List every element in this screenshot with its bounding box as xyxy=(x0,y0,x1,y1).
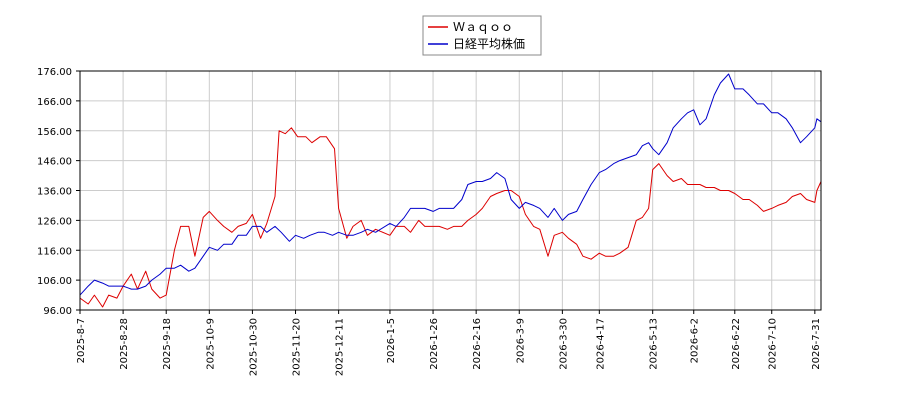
x-tick-label: 2026-1-26 xyxy=(429,318,440,370)
x-tick-label: 2026-7-31 xyxy=(811,318,822,370)
x-tick-label: 2025-8-7 xyxy=(76,318,87,363)
grid xyxy=(79,70,821,311)
y-tick-label: 176.00 xyxy=(37,67,72,78)
x-tick-label: 2026-7-10 xyxy=(768,318,779,370)
y-tick-label: 96.00 xyxy=(43,306,72,317)
x-tick-label: 2026-6-2 xyxy=(690,318,701,363)
series-line-0 xyxy=(79,127,822,308)
x-tick-label: 2025-10-9 xyxy=(205,318,216,370)
y-tick-label: 106.00 xyxy=(37,276,72,287)
y-tick-label: 156.00 xyxy=(37,127,72,138)
x-tick-label: 2026-6-22 xyxy=(731,318,742,370)
y-axis: 96.00 106.00 116.00 126.00 136.00 146.00 156.0… xyxy=(37,67,80,317)
y-tick-label: 166.00 xyxy=(37,97,72,108)
legend-label-nikkei: 日経平均株価 xyxy=(453,36,525,51)
legend-box xyxy=(422,15,542,56)
y-tick-label: 136.00 xyxy=(37,187,72,198)
x-tick-label: 2025-11-20 xyxy=(292,318,303,376)
x-axis: 2025-8-7 2025-8-28 2025-9-18 2025-10-9 2025-… xyxy=(76,310,822,376)
series-layer xyxy=(79,73,822,308)
x-tick-label: 2026-2-16 xyxy=(472,318,483,370)
y-tick-label: 146.00 xyxy=(37,157,72,168)
y-tick-label: 116.00 xyxy=(37,246,72,257)
x-tick-label: 2025-8-28 xyxy=(119,318,130,370)
legend: Ｗａｑｏｏ 日経平均株価 xyxy=(422,15,542,56)
x-tick-label: 2026-3-9 xyxy=(515,318,526,363)
x-tick-label: 2025-12-11 xyxy=(335,318,346,376)
x-tick-label: 2025-9-18 xyxy=(162,318,173,370)
x-tick-label: 2025-10-30 xyxy=(248,318,259,376)
x-tick-label: 2026-5-13 xyxy=(649,318,660,370)
x-tick-label: 2026-3-30 xyxy=(558,318,569,370)
series-line-1 xyxy=(79,73,822,296)
legend-label-waqoo: Ｗａｑｏｏ xyxy=(453,20,513,34)
x-tick-label: 2026-4-17 xyxy=(595,318,606,370)
x-tick-label: 2026-1-5 xyxy=(386,318,397,363)
y-tick-label: 126.00 xyxy=(37,216,72,227)
